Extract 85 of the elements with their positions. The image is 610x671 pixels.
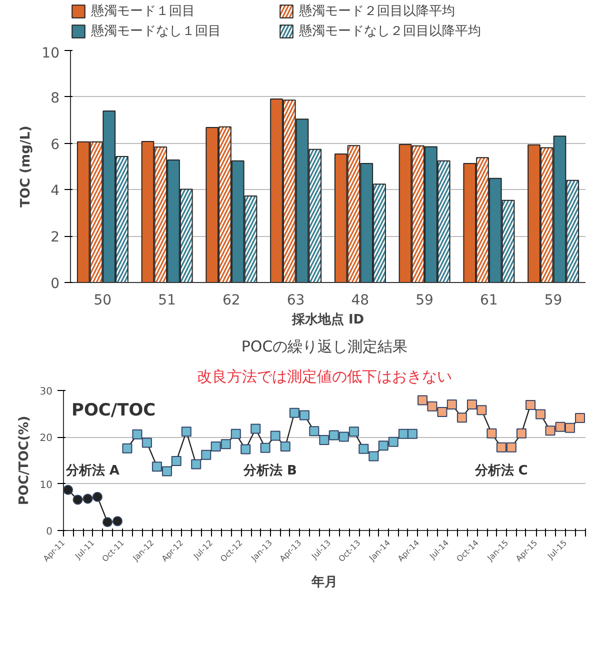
point — [506, 442, 516, 452]
point — [122, 443, 132, 454]
point — [250, 424, 261, 434]
point — [388, 436, 398, 447]
series-label: 分析法 B — [242, 464, 297, 479]
x-tick-label: 59 — [544, 292, 562, 308]
x-tick-label: 50 — [94, 292, 112, 308]
point — [270, 430, 280, 441]
point — [358, 444, 369, 454]
point — [309, 426, 320, 436]
point — [496, 442, 506, 452]
x-tick-label: 51 — [158, 292, 176, 308]
point — [575, 413, 585, 424]
y-tick-label: 6 — [50, 136, 60, 153]
point — [476, 405, 487, 416]
legend-label: 懸濁モードなし２回目以降平均 — [299, 23, 482, 40]
series-label: 分析法 C — [474, 464, 528, 479]
point — [368, 451, 379, 462]
chart-title: POCの繰り返し測定結果 — [241, 338, 408, 356]
point — [536, 409, 546, 420]
point — [516, 428, 526, 438]
point — [564, 422, 575, 433]
y-tick-label: 10 — [40, 480, 53, 491]
chart-subtitle: 改良方法では測定値の低下はおきない — [197, 368, 452, 386]
y-tick-label: 0 — [46, 526, 53, 538]
x-tick-label: 59 — [416, 292, 434, 308]
point — [102, 517, 112, 528]
y-tick-label: 2 — [50, 230, 60, 246]
point — [427, 401, 438, 412]
y-tick-label: 4 — [50, 183, 60, 200]
point — [260, 442, 270, 453]
point — [210, 442, 221, 452]
point — [555, 422, 566, 432]
point — [152, 462, 162, 472]
y-tick-label: 20 — [40, 433, 53, 444]
y-tick-label: 0 — [50, 276, 60, 292]
point — [417, 395, 428, 406]
point — [378, 440, 388, 451]
point — [112, 516, 123, 526]
legend-label: 懸濁モード１回目 — [91, 3, 196, 20]
point — [82, 494, 93, 504]
point — [72, 494, 83, 505]
point — [132, 429, 142, 440]
point — [162, 466, 172, 476]
y-tick-label: 10 — [42, 46, 60, 62]
x-tick-label: 61 — [480, 292, 498, 308]
point — [191, 459, 202, 470]
y-axis-title: POC/TOC(%) — [16, 416, 32, 506]
point — [230, 428, 241, 439]
point — [201, 450, 212, 460]
annotation: POC/TOC — [72, 400, 156, 420]
y-tick-label: 30 — [40, 386, 53, 398]
point — [171, 456, 182, 466]
point — [280, 442, 290, 452]
point — [64, 484, 74, 495]
point — [398, 428, 408, 439]
point — [240, 444, 251, 454]
point — [319, 434, 330, 445]
point — [407, 428, 418, 439]
point — [466, 400, 477, 410]
point — [181, 426, 192, 437]
point — [289, 408, 300, 418]
x-tick-label: 62 — [222, 292, 240, 308]
point — [446, 400, 457, 410]
point — [142, 438, 152, 448]
point — [456, 412, 467, 423]
point — [220, 439, 231, 450]
point — [348, 426, 359, 437]
point — [545, 426, 556, 436]
x-axis-title: 採水地点 ID — [290, 312, 364, 328]
point — [437, 406, 448, 417]
y-axis-title: TOC (mg/L) — [18, 126, 34, 208]
point — [92, 492, 102, 502]
series-label: 分析法 A — [64, 464, 120, 479]
point — [486, 428, 497, 438]
legend-label: 懸濁モード２回目以降平均 — [299, 3, 456, 20]
point — [338, 432, 349, 442]
point — [526, 400, 536, 410]
point — [328, 430, 339, 440]
x-tick-label: 63 — [286, 292, 305, 308]
y-tick-label: 8 — [50, 90, 60, 106]
legend-label: 懸濁モードなし１回目 — [91, 23, 222, 40]
x-axis-title: 年月 — [310, 574, 338, 590]
point — [299, 410, 310, 420]
x-tick-label: 48 — [351, 292, 370, 308]
